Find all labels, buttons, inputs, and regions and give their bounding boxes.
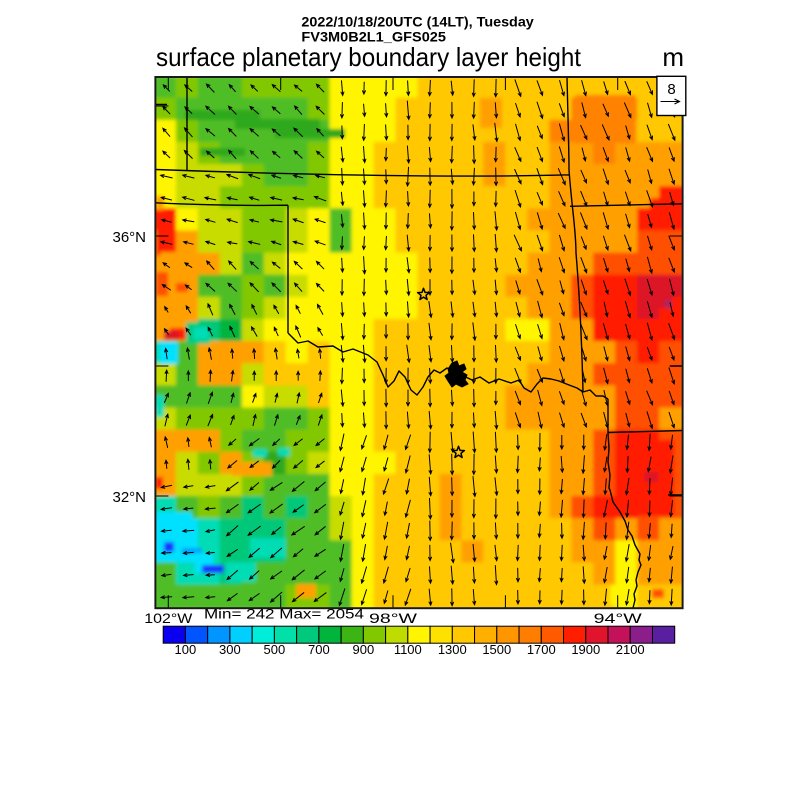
svg-text:32°N: 32°N — [112, 489, 146, 506]
svg-text:m: m — [662, 42, 684, 72]
svg-text:1700: 1700 — [527, 642, 556, 657]
svg-text:900: 900 — [353, 642, 375, 657]
svg-text:surface planetary boundary lay: surface planetary boundary layer height — [156, 42, 582, 72]
svg-text:8: 8 — [667, 81, 675, 98]
svg-text:1500: 1500 — [482, 642, 511, 657]
svg-text:FV3M0B2L1_GFS025: FV3M0B2L1_GFS025 — [301, 29, 446, 45]
svg-text:1300: 1300 — [438, 642, 467, 657]
svg-text:94°W: 94°W — [594, 610, 643, 626]
svg-text:300: 300 — [219, 642, 241, 657]
svg-text:700: 700 — [308, 642, 330, 657]
svg-text:1900: 1900 — [571, 642, 600, 657]
svg-text:Min= 242 Max= 2054: Min= 242 Max= 2054 — [204, 606, 364, 622]
svg-text:2100: 2100 — [616, 642, 645, 657]
svg-text:1100: 1100 — [394, 642, 422, 657]
svg-text:36°N: 36°N — [112, 229, 146, 246]
svg-text:500: 500 — [264, 642, 286, 657]
svg-text:102°W: 102°W — [144, 610, 193, 626]
svg-text:2022/10/18/20UTC (14LT), Tuesd: 2022/10/18/20UTC (14LT), Tuesday — [301, 13, 534, 29]
svg-text:100: 100 — [175, 642, 197, 657]
svg-text:98°W: 98°W — [369, 610, 418, 626]
